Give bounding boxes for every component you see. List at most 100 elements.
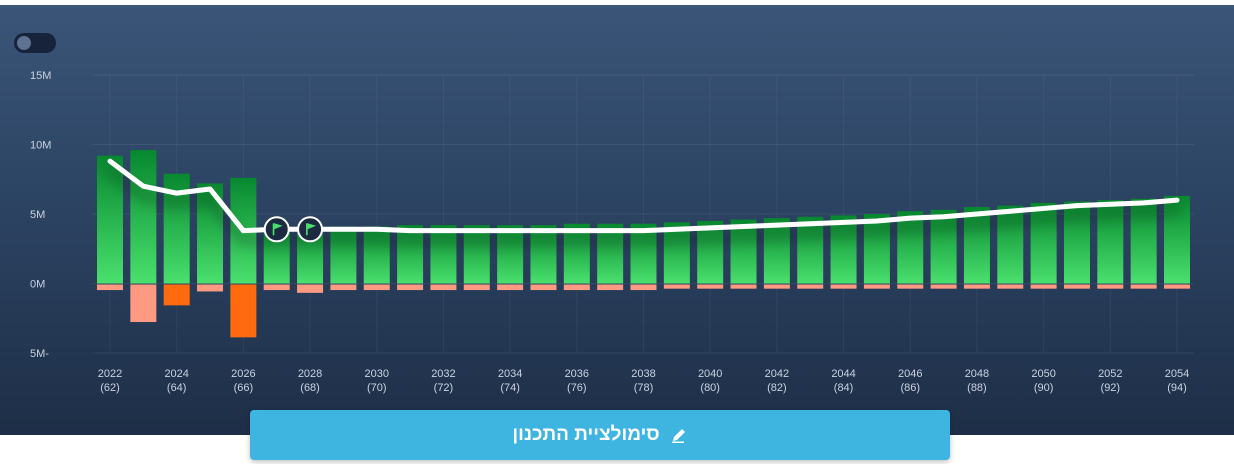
x-tick-year: 2044 bbox=[831, 368, 855, 380]
x-tick-age: (94) bbox=[1167, 382, 1187, 394]
y-tick-label: 15M bbox=[30, 70, 51, 82]
income-bar bbox=[630, 223, 657, 284]
income-bar bbox=[330, 226, 357, 284]
expense-bar bbox=[697, 284, 724, 289]
expense-bar bbox=[630, 284, 657, 291]
expense-bar bbox=[763, 284, 790, 289]
income-bar bbox=[1164, 195, 1190, 284]
expense-bar bbox=[263, 284, 290, 291]
income-bar bbox=[797, 216, 824, 284]
income-bar bbox=[963, 207, 990, 284]
expense-bar bbox=[963, 284, 990, 289]
expense-bar bbox=[363, 284, 390, 291]
expense-bar bbox=[463, 284, 490, 291]
x-tick-year: 2052 bbox=[1098, 368, 1122, 380]
income-bar bbox=[130, 150, 157, 284]
expense-bar bbox=[330, 284, 357, 291]
income-bar bbox=[930, 209, 957, 284]
x-tick-age: (86) bbox=[900, 382, 920, 394]
expense-bar bbox=[863, 284, 890, 289]
income-bar bbox=[563, 223, 590, 284]
x-tick-year: 2034 bbox=[498, 368, 522, 380]
income-bar bbox=[997, 205, 1024, 284]
income-bar bbox=[530, 225, 557, 284]
expense-bar bbox=[1097, 284, 1124, 289]
y-tick-label: 5M bbox=[30, 209, 45, 221]
x-tick-age: (62) bbox=[100, 382, 120, 394]
flag-marker[interactable] bbox=[263, 216, 290, 243]
x-tick-year: 2040 bbox=[698, 368, 722, 380]
expense-bar bbox=[830, 284, 857, 289]
income-bar bbox=[463, 225, 490, 284]
x-tick-year: 2050 bbox=[1031, 368, 1055, 380]
x-tick-age: (90) bbox=[1034, 382, 1054, 394]
flag-markers bbox=[263, 216, 324, 243]
x-tick-age: (68) bbox=[300, 382, 320, 394]
x-tick-age: (72) bbox=[434, 382, 454, 394]
income-bar bbox=[1130, 198, 1157, 284]
expense-bar bbox=[530, 284, 557, 291]
income-bar bbox=[97, 155, 123, 284]
toggle-knob bbox=[17, 36, 31, 50]
income-bar bbox=[697, 220, 724, 284]
income-bar bbox=[830, 215, 857, 284]
x-tick-year: 2024 bbox=[164, 368, 188, 380]
expense-bar bbox=[930, 284, 957, 289]
flag-pole bbox=[306, 223, 308, 236]
expense-bar bbox=[730, 284, 757, 289]
income-bar bbox=[863, 214, 890, 284]
x-tick-year: 2048 bbox=[965, 368, 989, 380]
income-bar bbox=[363, 226, 390, 284]
x-tick-age: (70) bbox=[367, 382, 387, 394]
expense-bar bbox=[197, 284, 224, 292]
income-bar bbox=[430, 225, 457, 284]
expense-bar bbox=[163, 284, 190, 306]
expense-bar bbox=[497, 284, 524, 291]
x-tick-year: 2028 bbox=[298, 368, 322, 380]
income-bar bbox=[1030, 202, 1057, 284]
expense-bar bbox=[797, 284, 824, 289]
plan-simulation-button[interactable]: סימולציית התכנון bbox=[250, 410, 950, 460]
expense-bar bbox=[1030, 284, 1057, 289]
expense-bar bbox=[97, 284, 123, 291]
expense-bar bbox=[430, 284, 457, 291]
x-tick-age: (64) bbox=[167, 382, 187, 394]
view-toggle-switch[interactable] bbox=[14, 33, 56, 53]
x-tick-year: 2032 bbox=[431, 368, 455, 380]
pencil-icon bbox=[670, 426, 688, 444]
x-tick-age: (78) bbox=[634, 382, 654, 394]
x-tick-age: (88) bbox=[967, 382, 987, 394]
income-bar bbox=[897, 211, 924, 284]
x-tick-year: 2038 bbox=[631, 368, 655, 380]
x-tick-year: 2042 bbox=[765, 368, 789, 380]
expense-bar bbox=[1130, 284, 1157, 289]
income-bar bbox=[1097, 200, 1124, 284]
x-tick-age: (66) bbox=[234, 382, 254, 394]
y-tick-label: 0M bbox=[30, 279, 45, 291]
x-tick-age: (92) bbox=[1101, 382, 1121, 394]
expense-bar bbox=[1063, 284, 1090, 289]
x-tick-year: 2030 bbox=[365, 368, 389, 380]
expense-bar bbox=[597, 284, 624, 291]
expense-bar bbox=[230, 284, 257, 338]
x-tick-year: 2046 bbox=[898, 368, 922, 380]
expense-bar bbox=[997, 284, 1024, 289]
x-tick-age: (80) bbox=[700, 382, 720, 394]
x-axis: 2022 (62) 2024 (64) 2026 (66) 2028 (68) 2030 (70)… bbox=[98, 368, 1189, 394]
income-bar bbox=[397, 225, 424, 284]
income-bar bbox=[730, 219, 757, 284]
flag-marker[interactable] bbox=[297, 216, 324, 243]
y-tick-label: 5M- bbox=[30, 348, 49, 360]
income-bar bbox=[497, 225, 524, 284]
x-tick-year: 2036 bbox=[565, 368, 589, 380]
x-tick-year: 2026 bbox=[231, 368, 255, 380]
income-bar bbox=[663, 222, 690, 284]
expense-bar bbox=[1164, 284, 1190, 289]
x-tick-age: (82) bbox=[767, 382, 787, 394]
plan-simulation-label: סימולציית התכנון bbox=[512, 424, 660, 445]
x-tick-age: (74) bbox=[500, 382, 520, 394]
x-tick-age: (84) bbox=[834, 382, 854, 394]
flag-marker-circle bbox=[263, 216, 290, 243]
expense-bar bbox=[663, 284, 690, 289]
